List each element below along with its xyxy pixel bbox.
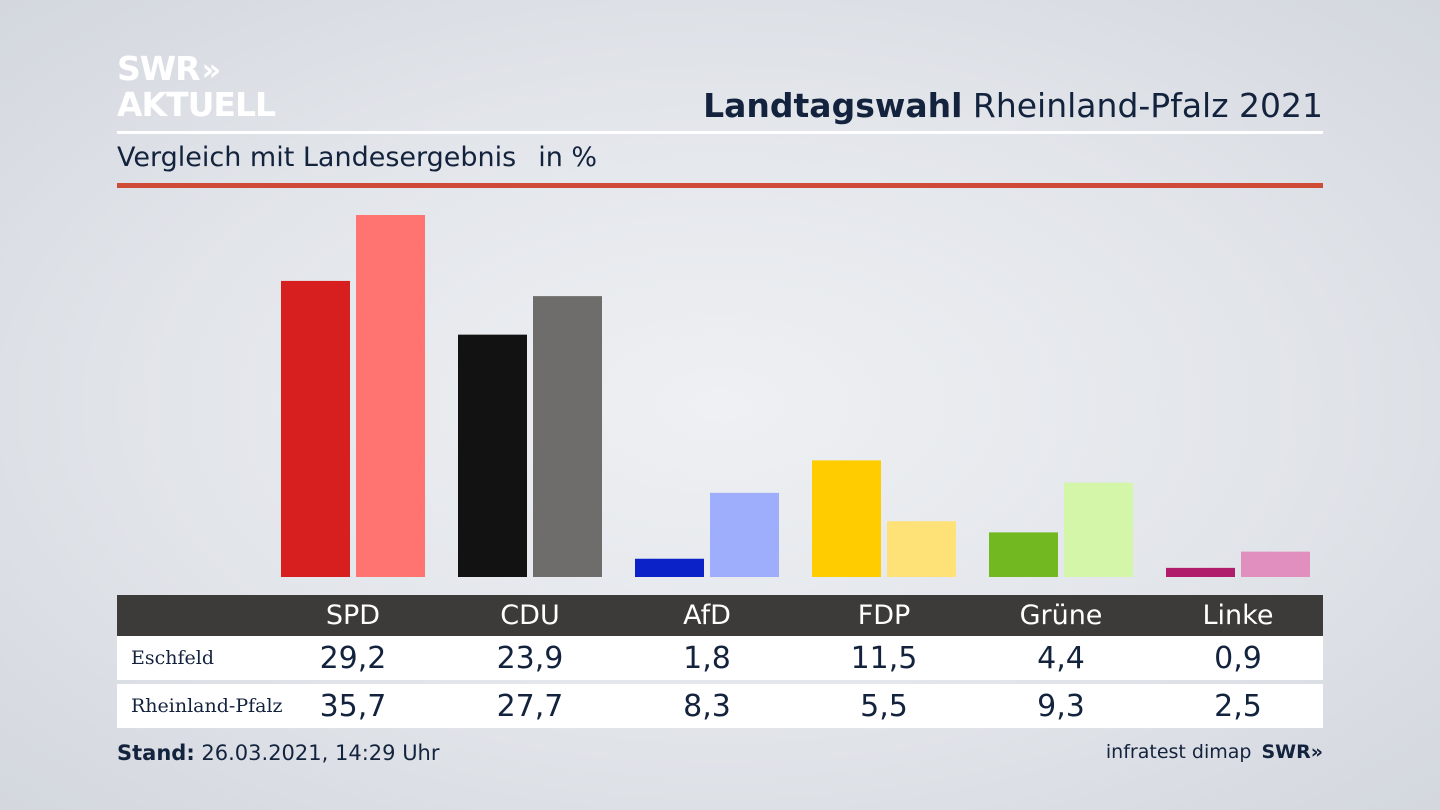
table-row-rheinland-pfalz: Rheinland-Pfalz 35,7 27,7 8,3 5,5 9,3 2,5 bbox=[117, 684, 1323, 728]
bar-afd-rheinland-pfalz bbox=[710, 492, 779, 577]
column-header-cdu: CDU bbox=[500, 600, 560, 631]
value-cell-grne: 9,3 bbox=[1037, 689, 1085, 724]
value-cell-linke: 0,9 bbox=[1214, 641, 1262, 676]
row-label: Eschfeld bbox=[131, 647, 215, 669]
value-cell-fdp: 5,5 bbox=[860, 689, 908, 724]
results-table: SPD CDU AfD FDP Grüne Linke Eschfeld 29,2 23,9… bbox=[117, 595, 1323, 728]
header-divider bbox=[117, 131, 1323, 134]
subtitle-divider bbox=[117, 183, 1323, 188]
title-rest: Rheinland-Pfalz 2021 bbox=[972, 86, 1323, 125]
value-cell-spd: 35,7 bbox=[319, 689, 387, 724]
column-header-afd: AfD bbox=[683, 600, 731, 631]
bar-spd-eschfeld bbox=[281, 280, 350, 577]
bar-grne-eschfeld bbox=[989, 532, 1058, 577]
title-bold: Landtagswahl bbox=[703, 86, 963, 125]
subtitle-text: Vergleich mit Landesergebnis bbox=[117, 142, 517, 173]
stand-value: 26.03.2021, 14:29 Uhr bbox=[201, 741, 440, 765]
value-cell-spd: 29,2 bbox=[319, 641, 387, 676]
source-label: infratest dimap bbox=[1105, 741, 1252, 763]
value-cell-linke: 2,5 bbox=[1214, 689, 1262, 724]
value-cell-grne: 4,4 bbox=[1037, 641, 1085, 676]
table-header: SPD CDU AfD FDP Grüne Linke bbox=[117, 595, 1323, 636]
chart-subtitle: Vergleich mit Landesergebnis in % bbox=[117, 142, 597, 173]
bar-spd-rheinland-pfalz bbox=[356, 215, 425, 577]
value-cell-afd: 8,3 bbox=[683, 689, 731, 724]
timestamp: Stand: 26.03.2021, 14:29 Uhr bbox=[117, 741, 440, 765]
value-cell-afd: 1,8 bbox=[683, 641, 731, 676]
value-cell-cdu: 27,7 bbox=[496, 689, 564, 724]
bar-cdu-eschfeld bbox=[458, 334, 527, 577]
source-credit: infratest dimap SWR» bbox=[1106, 741, 1323, 763]
value-cell-cdu: 23,9 bbox=[496, 641, 564, 676]
swr-brand: SWR» bbox=[1261, 741, 1323, 763]
bar-grne-rheinland-pfalz bbox=[1064, 482, 1133, 577]
column-header-spd: SPD bbox=[325, 600, 381, 631]
stand-label: Stand: bbox=[117, 741, 195, 765]
swr-aktuell-logo: SWR» AKTUELL bbox=[117, 49, 276, 124]
value-cell-fdp: 11,5 bbox=[850, 641, 918, 676]
bar-fdp-eschfeld bbox=[812, 460, 881, 577]
bar-afd-eschfeld bbox=[635, 558, 704, 577]
bar-linke-rheinland-pfalz bbox=[1241, 551, 1310, 577]
bar-fdp-rheinland-pfalz bbox=[887, 521, 956, 577]
bar-cdu-rheinland-pfalz bbox=[533, 296, 602, 577]
column-header-grne: Grüne bbox=[1019, 600, 1103, 631]
column-header-fdp: FDP bbox=[857, 600, 911, 631]
page-title: Landtagswahl Rheinland-Pfalz 2021 bbox=[703, 86, 1323, 125]
table-row-eschfeld: Eschfeld 29,2 23,9 1,8 11,5 4,4 0,9 bbox=[117, 636, 1323, 680]
row-label: Rheinland-Pfalz bbox=[131, 695, 283, 717]
column-header-linke: Linke bbox=[1202, 600, 1274, 631]
unit-label: in % bbox=[538, 142, 598, 173]
bar-linke-eschfeld bbox=[1166, 567, 1235, 577]
